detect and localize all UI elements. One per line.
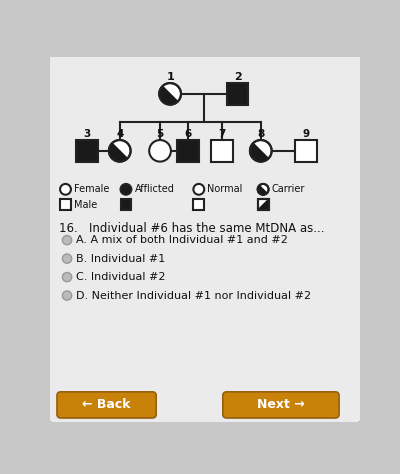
Circle shape <box>60 184 71 195</box>
Text: ← Back: ← Back <box>82 399 131 411</box>
Text: B. Individual #1: B. Individual #1 <box>76 254 166 264</box>
Text: Male: Male <box>74 200 97 210</box>
Polygon shape <box>258 200 268 210</box>
Text: 5: 5 <box>156 128 164 138</box>
Bar <box>211 140 233 162</box>
Circle shape <box>258 184 268 195</box>
Polygon shape <box>250 143 268 162</box>
Text: A. A mix of both Individual #1 and #2: A. A mix of both Individual #1 and #2 <box>76 235 288 245</box>
Bar <box>76 140 98 162</box>
Text: Next →: Next → <box>257 399 305 411</box>
Bar <box>227 83 248 105</box>
Bar <box>177 140 199 162</box>
FancyBboxPatch shape <box>223 392 339 418</box>
Circle shape <box>62 291 72 300</box>
Bar <box>258 200 268 210</box>
Circle shape <box>62 273 72 282</box>
Text: 16.   Individual #6 has the same MtDNA as...: 16. Individual #6 has the same MtDNA as.… <box>59 222 325 235</box>
Text: Carrier: Carrier <box>272 184 305 194</box>
Circle shape <box>250 140 272 162</box>
Circle shape <box>109 140 130 162</box>
Bar <box>60 200 71 210</box>
Text: 9: 9 <box>302 128 309 138</box>
Text: C. Individual #2: C. Individual #2 <box>76 272 166 282</box>
Bar <box>120 200 131 210</box>
Text: 2: 2 <box>234 72 242 82</box>
Bar <box>295 140 317 162</box>
Circle shape <box>120 184 131 195</box>
Text: 7: 7 <box>218 128 226 138</box>
FancyBboxPatch shape <box>57 392 156 418</box>
Polygon shape <box>109 143 128 162</box>
Text: D. Neither Individual #1 nor Individual #2: D. Neither Individual #1 nor Individual … <box>76 291 312 301</box>
Text: Afflicted: Afflicted <box>134 184 174 194</box>
Text: 6: 6 <box>184 128 192 138</box>
Circle shape <box>193 184 204 195</box>
Circle shape <box>62 236 72 245</box>
Circle shape <box>62 254 72 263</box>
Text: 4: 4 <box>116 128 124 138</box>
Polygon shape <box>258 185 267 195</box>
Text: 3: 3 <box>84 128 91 138</box>
Bar <box>193 200 204 210</box>
Bar <box>258 200 268 210</box>
Circle shape <box>149 140 171 162</box>
Text: Female: Female <box>74 184 110 194</box>
Text: 8: 8 <box>257 128 264 138</box>
Text: Normal: Normal <box>207 184 243 194</box>
Circle shape <box>159 83 181 105</box>
FancyBboxPatch shape <box>49 55 361 423</box>
Polygon shape <box>159 86 178 105</box>
Text: 1: 1 <box>166 72 174 82</box>
